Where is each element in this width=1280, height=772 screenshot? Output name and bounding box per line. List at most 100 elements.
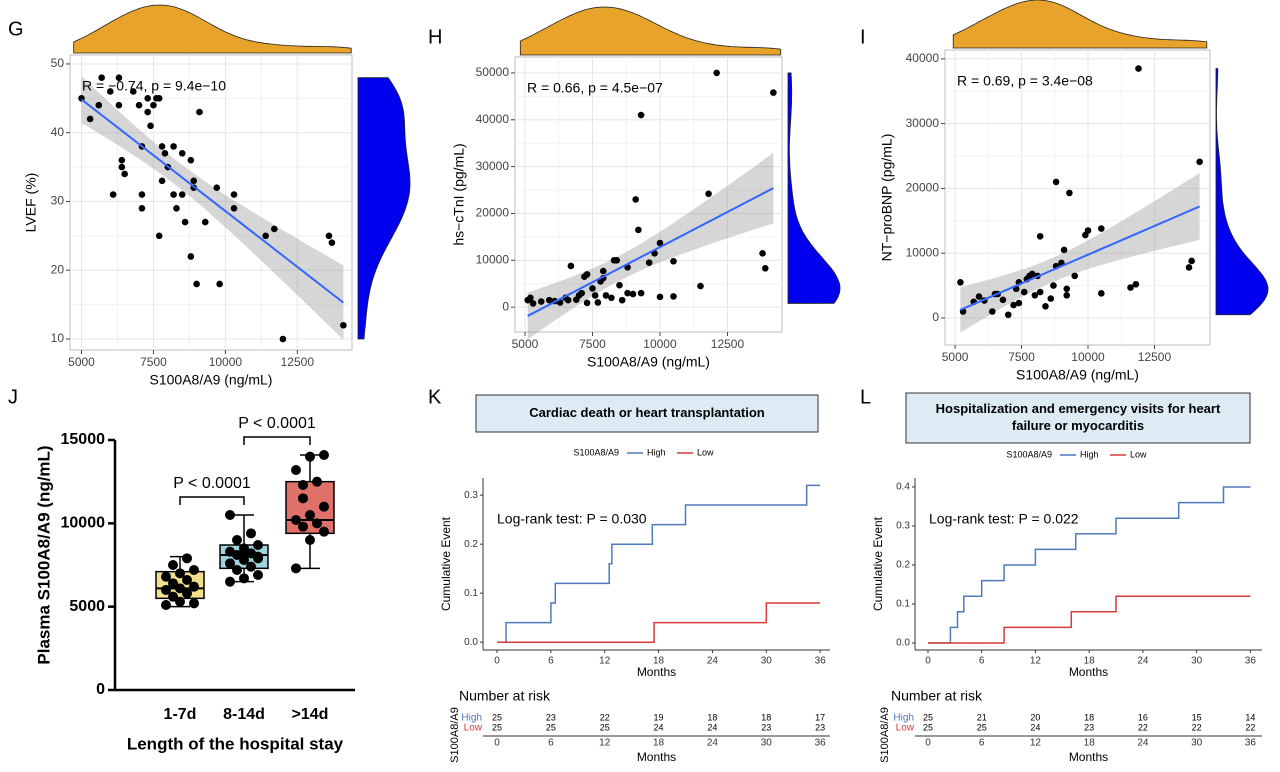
point [645,259,653,266]
risk-title: Number at risk [459,688,551,704]
point [271,225,278,233]
risk-x-tick-label: 12 [599,738,611,749]
point [305,510,315,520]
confidence-band [960,173,1200,333]
point [670,257,677,265]
point [305,535,315,545]
confidence-band [81,76,344,340]
x-axis-label: Months [1069,665,1108,679]
x-tick-label: 10000 [643,337,677,351]
risk-count: 22 [1138,722,1148,732]
point [312,476,322,487]
risk-count: 25 [923,712,933,722]
y-tick-label: 15000 [61,431,106,448]
y-tick-label: 0.0 [464,637,478,648]
top-density [73,4,352,54]
point [189,581,199,592]
point [1084,227,1092,234]
point [656,239,664,247]
risk-x-label: Months [637,750,676,764]
risk-x-tick-label: 24 [1137,738,1149,749]
point [1015,299,1023,307]
point [181,218,189,226]
title-box [905,392,1251,444]
x-tick-label: 10000 [209,355,243,369]
point [1028,270,1036,278]
point [246,528,256,539]
point [591,292,599,299]
y-tick-label: 0.2 [896,560,910,571]
fit-line [960,205,1201,311]
y-tick-label: 30000 [906,116,940,130]
risk-x-tick-label: 24 [707,738,719,749]
risk-count: 25 [492,722,502,732]
y-tick-label: 40000 [906,51,940,65]
confidence-band [527,152,774,340]
point [1097,290,1105,297]
point [225,558,235,569]
point [618,296,626,304]
y-tick-label: 50 [51,56,65,70]
risk-count: 25 [923,722,933,732]
point [147,122,154,130]
point [246,561,256,572]
point [95,101,103,109]
y-tick-label: 10000 [906,245,940,259]
y-tick-label: 10000 [476,252,510,266]
risk-row-label: Low [464,723,483,734]
x-axis-label: S100A8/A9 (ng/mL) [1016,367,1139,383]
point [158,143,166,150]
risk-x-tick-label: 0 [494,738,500,749]
point [144,95,151,102]
point [340,321,347,329]
point [670,293,677,300]
point [1031,292,1039,299]
risk-x-tick-label: 6 [548,738,554,749]
point [225,510,235,520]
y-tick-label: 20000 [476,206,510,220]
risk-count: 20 [1030,712,1040,722]
point [578,289,585,297]
legend-label: High [1080,449,1099,459]
point [637,289,645,297]
point [189,565,199,575]
point [291,515,301,525]
x-tick-label: 24 [707,656,719,667]
panel-background [944,49,1211,346]
point [298,480,308,490]
point [1042,303,1049,310]
point [1050,282,1057,289]
x-tick-label: 12 [599,656,611,667]
risk-count: 18 [761,712,771,722]
point [130,88,137,95]
point [239,573,249,584]
risk-y-label: S100A8/A9 [449,707,461,763]
point [213,184,221,192]
risk-x-tick-label: 36 [1245,738,1257,749]
point [138,205,146,212]
y-axis-label: Plasma S100A8/A9 (ng/mL) [34,445,53,664]
point [201,218,209,226]
point [189,598,199,609]
x-tick-label: 7500 [140,355,167,369]
point [144,108,151,116]
point [161,571,171,582]
point [583,271,591,278]
risk-x-tick-label: 0 [925,738,931,749]
point [1010,301,1017,309]
risk-count: 22 [1245,722,1255,732]
x-axis-label: S100A8/A9 (ng/mL) [150,372,273,388]
point [253,570,263,580]
point [629,290,637,298]
survival-curve [928,486,1251,644]
risk-count: 23 [815,722,825,732]
point [182,575,192,585]
point [291,465,301,475]
annotation: Log-rank test: P = 0.030 [497,511,647,527]
point [759,249,766,257]
right-density [357,77,411,340]
point [170,191,177,198]
x-tick-label: 24 [1137,656,1149,667]
x-tick-label: 10000 [1071,350,1105,364]
